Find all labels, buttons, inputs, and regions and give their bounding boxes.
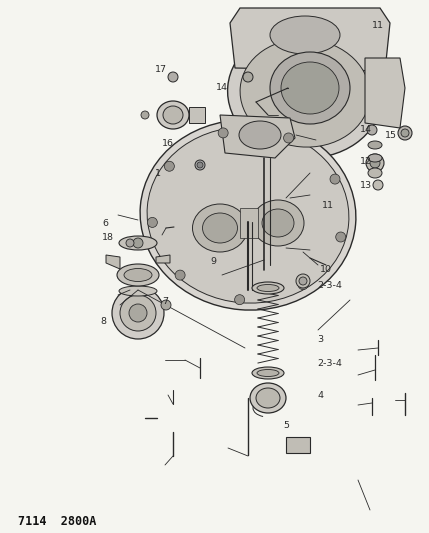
Polygon shape xyxy=(230,8,390,71)
Circle shape xyxy=(168,72,178,82)
Polygon shape xyxy=(106,255,120,269)
Circle shape xyxy=(243,72,253,82)
Ellipse shape xyxy=(124,269,152,281)
Text: 1: 1 xyxy=(155,168,161,177)
Circle shape xyxy=(164,161,174,171)
Text: 2-3-4: 2-3-4 xyxy=(317,280,342,289)
Ellipse shape xyxy=(256,388,280,408)
Circle shape xyxy=(133,238,143,248)
Text: 12: 12 xyxy=(360,157,372,166)
Text: 5: 5 xyxy=(283,421,289,430)
Polygon shape xyxy=(240,208,258,238)
Text: 7114  2800A: 7114 2800A xyxy=(18,515,97,528)
Ellipse shape xyxy=(252,282,284,294)
Text: 14: 14 xyxy=(360,125,372,134)
Ellipse shape xyxy=(270,16,340,54)
Ellipse shape xyxy=(119,286,157,296)
Polygon shape xyxy=(220,115,295,158)
Circle shape xyxy=(112,287,164,339)
Ellipse shape xyxy=(119,236,157,250)
Circle shape xyxy=(129,304,147,322)
Ellipse shape xyxy=(157,101,189,129)
Text: 15: 15 xyxy=(385,131,397,140)
Ellipse shape xyxy=(281,62,339,114)
Ellipse shape xyxy=(257,369,279,376)
Ellipse shape xyxy=(368,141,382,149)
Circle shape xyxy=(284,133,293,143)
Circle shape xyxy=(161,300,171,310)
Text: 13: 13 xyxy=(360,182,372,190)
Ellipse shape xyxy=(252,367,284,379)
Circle shape xyxy=(175,270,185,280)
Ellipse shape xyxy=(252,200,304,246)
Circle shape xyxy=(366,154,384,172)
Text: 3: 3 xyxy=(317,335,323,344)
Ellipse shape xyxy=(257,285,279,292)
Circle shape xyxy=(218,128,228,138)
Circle shape xyxy=(373,180,383,190)
Ellipse shape xyxy=(163,106,183,124)
Circle shape xyxy=(141,111,149,119)
Text: 14: 14 xyxy=(216,84,228,93)
Circle shape xyxy=(299,277,307,285)
Circle shape xyxy=(367,125,377,135)
Ellipse shape xyxy=(270,52,350,124)
Circle shape xyxy=(197,162,203,168)
Circle shape xyxy=(330,174,340,184)
Polygon shape xyxy=(156,255,170,263)
Circle shape xyxy=(298,280,308,289)
Polygon shape xyxy=(189,107,205,123)
Ellipse shape xyxy=(240,39,370,147)
Ellipse shape xyxy=(117,264,159,286)
Text: 7: 7 xyxy=(162,296,168,305)
Text: 9: 9 xyxy=(210,256,216,265)
Ellipse shape xyxy=(228,28,382,158)
Circle shape xyxy=(401,129,409,137)
Circle shape xyxy=(370,158,380,168)
Ellipse shape xyxy=(140,120,356,310)
Text: 11: 11 xyxy=(372,20,384,29)
Ellipse shape xyxy=(368,154,382,162)
Ellipse shape xyxy=(193,204,248,252)
Text: 6: 6 xyxy=(102,219,108,228)
Ellipse shape xyxy=(202,213,238,243)
Circle shape xyxy=(235,295,245,305)
Circle shape xyxy=(120,295,156,331)
Circle shape xyxy=(195,160,205,170)
Text: 4: 4 xyxy=(317,392,323,400)
Ellipse shape xyxy=(262,209,294,237)
Circle shape xyxy=(126,239,134,247)
Text: 2-3-4: 2-3-4 xyxy=(317,359,342,367)
Circle shape xyxy=(148,217,157,228)
Text: 16: 16 xyxy=(162,139,174,148)
Ellipse shape xyxy=(250,383,286,413)
Ellipse shape xyxy=(239,121,281,149)
Text: 17: 17 xyxy=(155,66,167,75)
Circle shape xyxy=(398,126,412,140)
Text: 11: 11 xyxy=(322,200,334,209)
Text: 8: 8 xyxy=(100,317,106,326)
Text: 10: 10 xyxy=(320,265,332,274)
Polygon shape xyxy=(286,437,310,453)
Circle shape xyxy=(296,274,310,288)
Text: 18: 18 xyxy=(102,233,114,243)
Polygon shape xyxy=(365,58,405,128)
Circle shape xyxy=(336,232,346,242)
Ellipse shape xyxy=(368,168,382,178)
Ellipse shape xyxy=(147,127,349,303)
